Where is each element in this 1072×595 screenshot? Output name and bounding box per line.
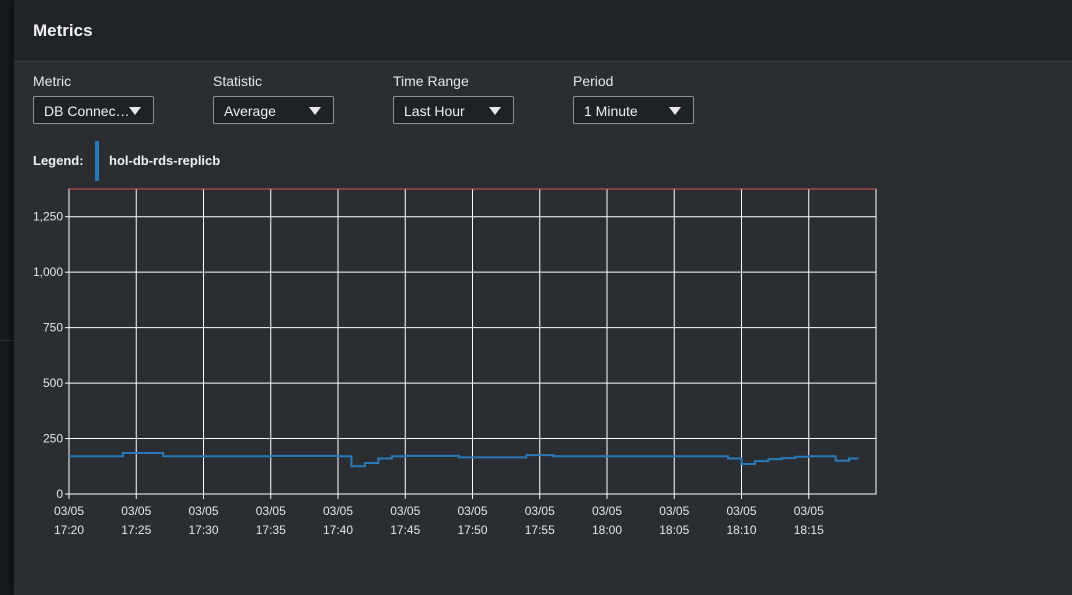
x-tick-label-date: 03/05 xyxy=(54,504,84,518)
x-tick-label-time: 17:40 xyxy=(323,523,353,537)
background-sidebar-divider xyxy=(0,340,14,341)
x-tick-label-time: 18:10 xyxy=(726,523,756,537)
modal-header: Metrics xyxy=(14,0,1072,62)
statistic-label: Statistic xyxy=(213,73,263,89)
x-tick-label-time: 18:05 xyxy=(659,523,689,537)
x-tick-label-date: 03/05 xyxy=(457,504,487,518)
x-tick-label-date: 03/05 xyxy=(121,504,151,518)
x-tick-label-date: 03/05 xyxy=(659,504,689,518)
x-tick-label-time: 18:00 xyxy=(592,523,622,537)
modal-title: Metrics xyxy=(33,21,93,40)
caret-down-icon xyxy=(129,107,141,115)
metrics-chart: 0 250 500 750 1,000 1,250 03/05 17:20 03/05 17:25… xyxy=(33,188,877,537)
x-tick-label-date: 03/05 xyxy=(794,504,824,518)
caret-down-icon xyxy=(669,107,681,115)
y-tick-label: 250 xyxy=(43,432,63,446)
x-tick-label-time: 17:45 xyxy=(390,523,420,537)
time-range-select[interactable]: Last Hour xyxy=(393,96,514,124)
y-tick-label: 0 xyxy=(56,487,63,501)
x-tick-label-date: 03/05 xyxy=(256,504,286,518)
time-range-label: Time Range xyxy=(393,73,469,89)
caret-down-icon xyxy=(309,107,321,115)
x-tick-label-date: 03/05 xyxy=(390,504,420,518)
metrics-modal: Metrics Metric DB Connections Statistic … xyxy=(14,0,1072,595)
x-tick-label-date: 03/05 xyxy=(592,504,622,518)
x-tick-label-date: 03/05 xyxy=(323,504,353,518)
x-tick-label-date: 03/05 xyxy=(525,504,555,518)
period-select[interactable]: 1 Minute xyxy=(573,96,694,124)
legend-label: Legend: xyxy=(33,153,84,168)
x-tick-label-time: 17:50 xyxy=(457,523,487,537)
y-tick-label: 1,250 xyxy=(33,210,63,224)
y-tick-label: 750 xyxy=(43,321,63,335)
x-tick-label-time: 17:25 xyxy=(121,523,151,537)
period-label: Period xyxy=(573,73,614,89)
x-tick-label-time: 17:30 xyxy=(188,523,218,537)
metric-select[interactable]: DB Connections xyxy=(33,96,154,124)
metric-label: Metric xyxy=(33,73,72,89)
legend-swatch xyxy=(95,141,99,181)
x-tick-label-date: 03/05 xyxy=(188,504,218,518)
legend-series-name: hol-db-rds-replicb xyxy=(109,153,221,168)
background-sidebar xyxy=(0,0,14,595)
y-tick-label: 500 xyxy=(43,376,63,390)
caret-down-icon xyxy=(489,107,501,115)
x-tick-label-date: 03/05 xyxy=(726,504,756,518)
x-tick-label-time: 17:35 xyxy=(256,523,286,537)
x-tick-label-time: 18:15 xyxy=(794,523,824,537)
statistic-select[interactable]: Average xyxy=(213,96,334,124)
y-tick-label: 1,000 xyxy=(33,265,63,279)
x-tick-label-time: 17:55 xyxy=(525,523,555,537)
x-tick-label-time: 17:20 xyxy=(54,523,84,537)
series-line xyxy=(69,451,859,468)
